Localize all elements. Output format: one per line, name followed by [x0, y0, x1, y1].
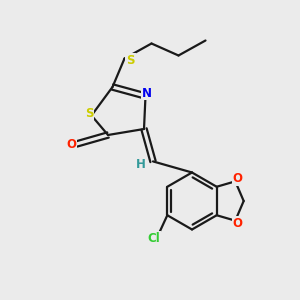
Text: N: N [142, 86, 152, 100]
Text: O: O [233, 172, 243, 185]
Text: O: O [233, 217, 243, 230]
Text: O: O [66, 138, 76, 151]
Text: S: S [126, 53, 135, 67]
Text: Cl: Cl [147, 232, 160, 245]
Text: S: S [85, 107, 93, 120]
Text: H: H [136, 158, 145, 172]
